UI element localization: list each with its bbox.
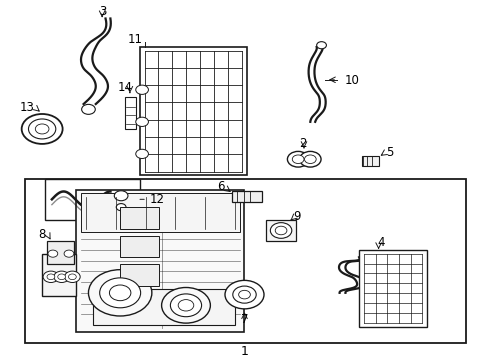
Circle shape — [232, 286, 256, 303]
Bar — [140, 47, 246, 175]
Text: 6: 6 — [217, 180, 224, 193]
Bar — [25, 179, 466, 343]
Circle shape — [299, 152, 321, 167]
Circle shape — [48, 250, 58, 257]
Circle shape — [100, 278, 141, 308]
Text: 3: 3 — [99, 5, 106, 18]
Text: 9: 9 — [293, 210, 300, 223]
Text: 13: 13 — [20, 101, 35, 114]
Circle shape — [224, 280, 264, 309]
Bar — [93, 289, 234, 325]
Circle shape — [64, 250, 74, 257]
Text: 2: 2 — [299, 137, 306, 150]
Circle shape — [54, 271, 69, 283]
Bar — [42, 254, 76, 296]
Circle shape — [275, 226, 286, 235]
Circle shape — [170, 294, 201, 317]
Text: 12: 12 — [149, 193, 164, 206]
Bar — [361, 156, 378, 166]
Circle shape — [161, 288, 210, 323]
Circle shape — [47, 274, 55, 280]
Circle shape — [43, 271, 59, 283]
Circle shape — [136, 149, 148, 158]
Circle shape — [178, 300, 193, 311]
Bar — [120, 236, 159, 257]
Circle shape — [88, 270, 152, 316]
Circle shape — [136, 85, 148, 94]
Circle shape — [114, 191, 128, 201]
Text: 11: 11 — [127, 33, 142, 46]
Circle shape — [238, 291, 250, 299]
Text: 5: 5 — [385, 145, 392, 159]
Text: 7: 7 — [240, 313, 248, 326]
Circle shape — [270, 222, 291, 238]
Circle shape — [136, 117, 148, 126]
Circle shape — [316, 42, 326, 49]
Text: 1: 1 — [240, 345, 248, 358]
Text: 4: 4 — [377, 237, 384, 249]
Bar — [81, 193, 239, 232]
Circle shape — [68, 274, 76, 280]
Bar — [120, 207, 159, 229]
Circle shape — [35, 124, 49, 134]
Circle shape — [28, 119, 56, 139]
Circle shape — [287, 152, 308, 167]
Circle shape — [304, 155, 316, 163]
Circle shape — [292, 155, 304, 163]
Circle shape — [116, 204, 126, 211]
Bar — [120, 264, 159, 286]
Bar — [125, 97, 136, 129]
Text: 10: 10 — [344, 75, 359, 87]
Circle shape — [64, 271, 80, 283]
Bar — [358, 250, 427, 327]
Bar — [266, 220, 295, 241]
Text: 14: 14 — [117, 81, 132, 94]
Bar — [44, 179, 140, 220]
Circle shape — [81, 104, 95, 114]
Text: 8: 8 — [39, 228, 46, 240]
Circle shape — [21, 114, 62, 144]
Bar — [76, 189, 244, 332]
Bar — [47, 241, 74, 264]
Circle shape — [58, 274, 65, 280]
Bar — [232, 191, 261, 202]
Circle shape — [109, 285, 131, 301]
